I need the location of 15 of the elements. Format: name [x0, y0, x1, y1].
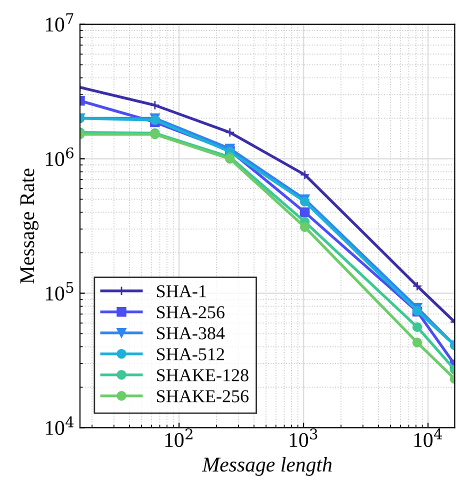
y-axis-title: Message Rate: [20, 168, 39, 284]
y-tick-label: 10$^{7}$: [46, 13, 74, 32]
x-tick-label: 10$^{4}$: [414, 428, 442, 448]
legend-label: SHA-1: [157, 285, 206, 298]
legend-label: SHA-256: [157, 306, 224, 318]
y-tick-label: 10$^{6}$: [46, 147, 74, 166]
y-tick-label: 10$^{4}$: [46, 416, 74, 435]
x-tick-label: 10$^{2}$: [165, 428, 192, 448]
x-tick-label: 10$^{3}$: [290, 428, 318, 448]
y-tick-label: 10$^{5}$: [46, 282, 74, 301]
legend-label: SHA-384: [157, 327, 225, 340]
x-axis-title: Message length: [202, 456, 332, 476]
legend-label: SHAKE-128: [157, 369, 248, 382]
legend-label: SHA-512: [157, 348, 224, 360]
legend-label: SHAKE-256: [157, 390, 249, 402]
